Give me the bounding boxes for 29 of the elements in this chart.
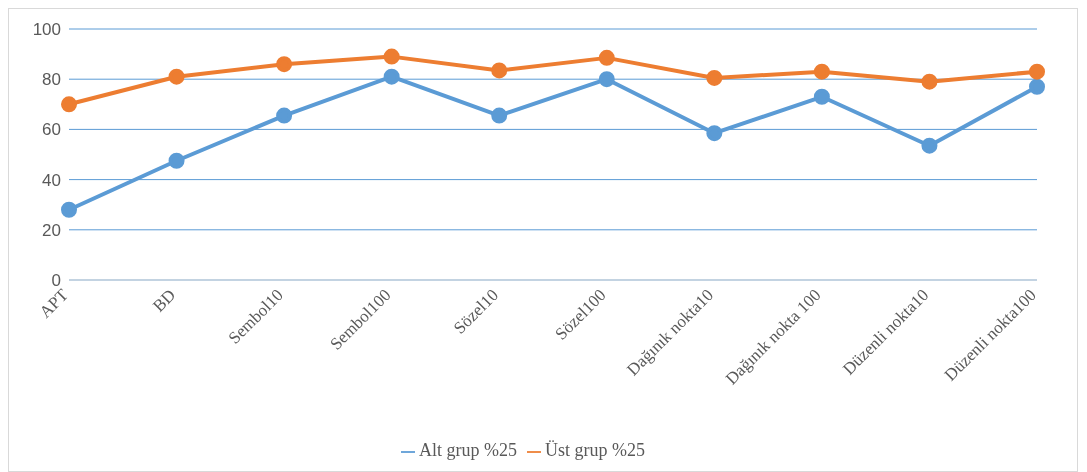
point [383,68,400,85]
y-tick-label: 0 [51,271,61,291]
point [168,68,185,85]
point [61,96,77,113]
point [383,48,400,65]
legend-label: Üst grup %25 [545,440,645,460]
point [276,107,293,124]
point [813,63,830,80]
point [706,69,723,86]
point [168,152,185,169]
x-tick-label: BD [149,285,180,316]
point [491,62,508,79]
y-tick-label: 40 [42,170,61,190]
point [276,56,293,73]
point [921,73,938,90]
point [921,137,938,154]
y-tick-label: 60 [42,120,61,140]
y-tick-label: 80 [42,70,61,90]
point [491,107,508,124]
point [813,88,830,105]
legend-label: Alt grup %25 [419,440,517,460]
point [61,201,77,218]
point [1029,78,1045,95]
y-tick-label: 20 [42,220,61,240]
y-tick-label: 100 [32,20,61,40]
point [706,125,723,142]
point [598,71,615,88]
point [1029,63,1045,80]
point [598,49,615,66]
